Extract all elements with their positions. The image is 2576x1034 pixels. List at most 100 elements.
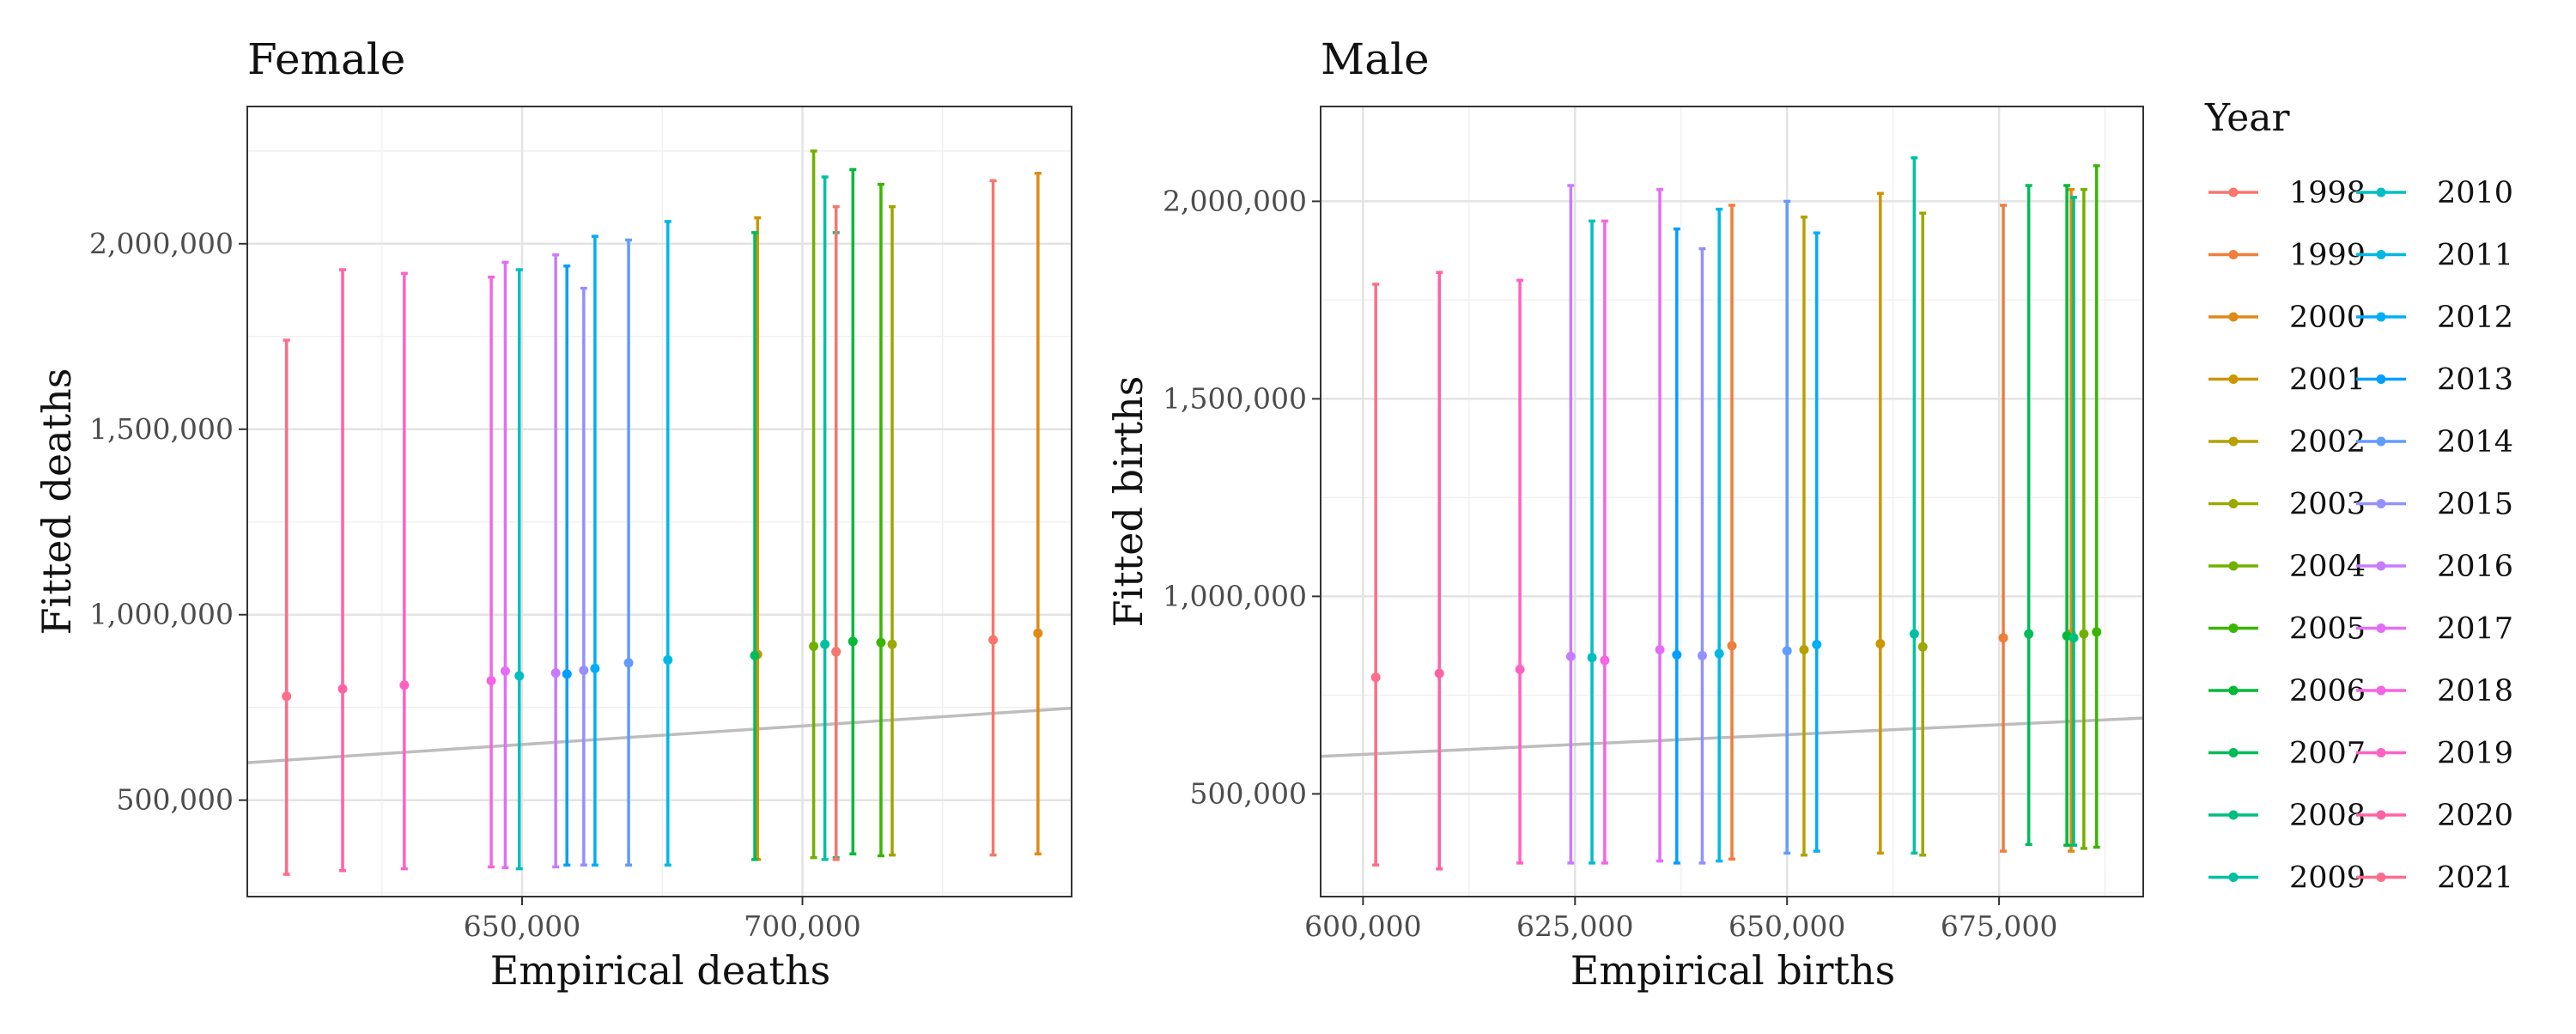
male-point <box>2069 633 2079 643</box>
female-panel-title: Female <box>247 34 405 84</box>
legend-label: 2007 <box>2289 737 2366 771</box>
legend-key-point <box>2376 685 2386 696</box>
legend-item-2006: 2006 <box>2208 674 2366 709</box>
legend-key-point <box>2228 312 2239 322</box>
legend-key-point <box>2376 436 2386 447</box>
male-panel-title: Male <box>1321 34 1430 84</box>
legend-item-2001: 2001 <box>2208 363 2366 398</box>
female-errorbar-2015 <box>579 286 589 867</box>
legend-label: 2021 <box>2437 861 2513 896</box>
female-point <box>399 680 410 690</box>
male-point <box>1565 651 1576 661</box>
female-y-tick-label: 500,000 <box>117 783 234 817</box>
female-y-tick-label: 1,500,000 <box>89 412 234 446</box>
female-point <box>562 669 572 679</box>
legend-key-point <box>2228 250 2239 259</box>
female-errorbar-2018 <box>486 275 496 869</box>
legend-items: 1998 1999 2000 2001 2002 2003 2004 2005 2006 2007… <box>2208 176 2513 896</box>
female-point <box>876 637 886 648</box>
male-point <box>1812 640 1822 650</box>
legend-item-2003: 2003 <box>2208 488 2366 522</box>
male-errorbar-1999 <box>1727 204 1737 861</box>
legend-title: Year <box>2204 96 2290 140</box>
male-point <box>1672 649 1682 660</box>
female-errorbar-2000 <box>1033 171 1043 856</box>
legend-item-2010: 2010 <box>2356 176 2513 210</box>
female-errorbar-2020 <box>337 268 348 873</box>
male-x-tick-label: 650,000 <box>1728 909 1845 943</box>
legend-item-2016: 2016 <box>2356 550 2513 584</box>
male-errorbar-2010 <box>1587 219 1597 865</box>
legend-key-point <box>2376 561 2386 571</box>
female-point <box>337 684 348 694</box>
legend-key-point <box>2228 561 2239 571</box>
legend-item-2002: 2002 <box>2208 425 2366 459</box>
male-point <box>1697 650 1707 660</box>
legend-label: 1998 <box>2289 176 2366 210</box>
legend-label: 2009 <box>2289 861 2366 896</box>
female-errorbar-2003 <box>887 204 897 857</box>
female-errorbar-2007 <box>750 231 760 861</box>
legend-key-point <box>2376 499 2386 508</box>
female-point <box>282 691 292 702</box>
legend-label: 2010 <box>2437 176 2513 210</box>
male-point <box>1370 672 1381 683</box>
male-errorbar-2012 <box>1812 231 1822 853</box>
female-errorbar-2009 <box>820 175 830 861</box>
female-errorbar-2012 <box>590 234 600 867</box>
female-point <box>486 676 496 686</box>
legend-label: 2004 <box>2289 550 2366 584</box>
female-point <box>500 666 510 676</box>
male-errorbar-2018 <box>1600 219 1610 865</box>
male-point <box>2079 629 2089 639</box>
female-x-tick-label: 700,000 <box>744 909 860 943</box>
legend-item-2004: 2004 <box>2208 550 2366 584</box>
female-point <box>809 641 819 651</box>
legend-label: 2001 <box>2289 363 2366 398</box>
female-errorbar-2017 <box>500 260 510 870</box>
legend-key-point <box>2376 623 2386 633</box>
male-point <box>1799 645 1809 654</box>
female-panel-border <box>246 106 1072 897</box>
legend-label: 2020 <box>2437 799 2513 833</box>
legend-label: 2013 <box>2437 363 2513 398</box>
female-point <box>1033 628 1043 638</box>
male-plot-area: 500,000 1,000,000 1,500,000 2,000,000 600,00… <box>1163 106 2144 943</box>
male-errorbar-2006 <box>2062 184 2072 847</box>
female-point <box>988 635 999 645</box>
female-point <box>848 636 858 647</box>
legend-item-2019: 2019 <box>2356 737 2513 771</box>
female-errorbar-1998 <box>831 204 841 861</box>
legend-label: 2016 <box>2437 550 2513 584</box>
female-errorbar-2006 <box>848 167 858 856</box>
male-errorbar-2003 <box>1917 211 1928 857</box>
female-point <box>590 663 600 673</box>
legend-item-2008: 2008 <box>2208 799 2366 833</box>
legend-item-2012: 2012 <box>2356 301 2513 335</box>
male-errorbar-2011 <box>1714 207 1724 863</box>
legend-label: 2018 <box>2437 674 2513 709</box>
male-errorbar-2004 <box>2079 187 2089 850</box>
male-point <box>1655 645 1665 654</box>
legend-key-point <box>2228 436 2239 447</box>
male-errorbar-2020 <box>1434 271 1444 871</box>
male-point <box>2092 627 2102 637</box>
legend-label: 1999 <box>2289 239 2366 273</box>
male-errorbar-1999 <box>1998 204 2008 853</box>
male-point <box>1587 653 1597 663</box>
female-errorbar-2016 <box>550 253 561 869</box>
female-y-tick-label: 1,000,000 <box>89 598 234 631</box>
female-x-tick-label: 650,000 <box>464 909 580 943</box>
female-errorbar-1998 <box>988 179 999 857</box>
female-errorbar-2019 <box>399 271 410 871</box>
legend-key-point <box>2228 623 2239 633</box>
female-y-axis-title: Fitted deaths <box>33 368 80 636</box>
female-point <box>579 666 589 676</box>
female-errorbar-2005 <box>876 182 886 858</box>
legend-key-point <box>2228 374 2239 384</box>
male-point <box>1515 665 1525 674</box>
male-x-tick-label: 675,000 <box>1941 909 2057 943</box>
male-errorbar-2016 <box>1565 184 1576 865</box>
legend: Year 1998 1999 2000 2001 2002 2003 2004 2005 200… <box>2204 96 2513 896</box>
